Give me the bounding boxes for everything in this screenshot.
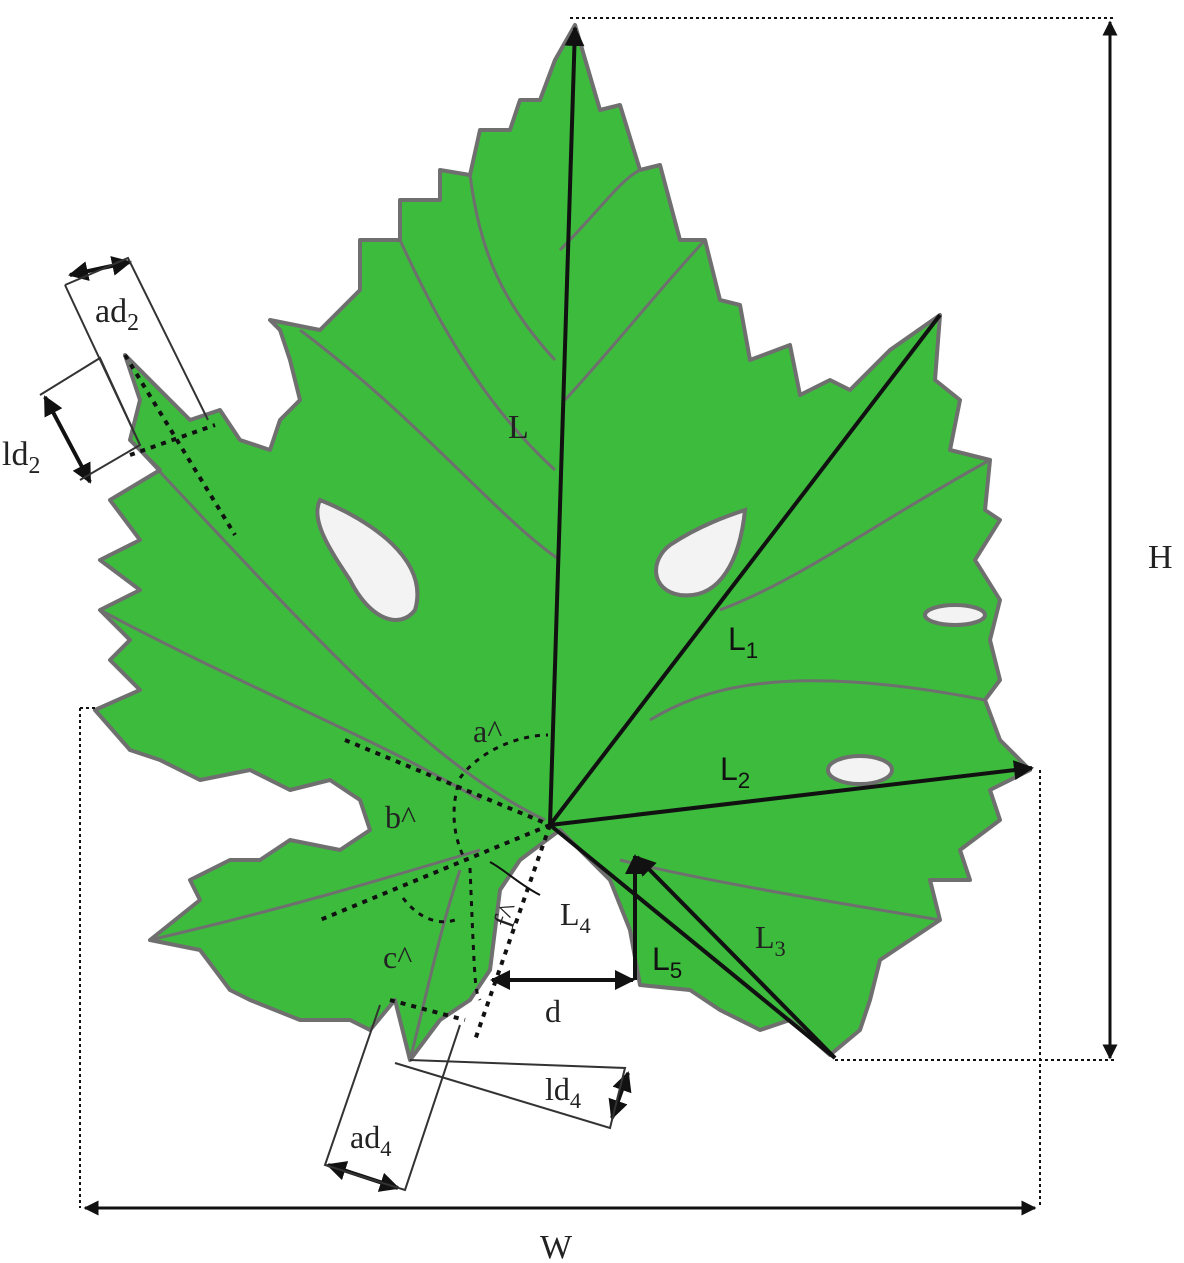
dotted-lines	[79, 17, 1115, 1208]
label-base: ld	[2, 436, 28, 473]
label-sub: 1	[746, 638, 758, 663]
label-base: ad	[95, 293, 127, 330]
label-sub: 2	[738, 768, 750, 793]
label-l: L	[508, 409, 529, 446]
label-base: ad	[350, 1119, 380, 1155]
label-sub: 4	[380, 1136, 391, 1161]
label-base: L	[720, 751, 738, 787]
label-l1: L1	[728, 621, 758, 663]
label-sub: 3	[775, 936, 786, 961]
label-l3: L3	[755, 919, 786, 961]
label-base: H	[1148, 539, 1173, 576]
label-ad2: ad2	[95, 293, 139, 336]
label-base: L	[755, 919, 775, 955]
veins	[99, 168, 991, 1061]
label-w: W	[540, 1229, 573, 1263]
leaf	[93, 23, 1032, 1062]
label-ld4: ld4	[545, 1071, 581, 1113]
label-sub: 5	[670, 958, 682, 983]
label-base: a^	[473, 713, 502, 749]
label-h: H	[1148, 539, 1173, 576]
label-base: L	[560, 896, 580, 932]
label-base: b^	[385, 799, 416, 835]
label-l2: L2	[720, 751, 750, 793]
label-base: L	[652, 941, 670, 977]
label-ad4: ad4	[350, 1119, 391, 1161]
label-l4: L4	[560, 896, 591, 938]
label-d: d	[545, 993, 561, 1029]
label-b: b^	[385, 799, 416, 835]
leaf-holes	[315, 497, 987, 786]
measure-lines	[43, 20, 1118, 1216]
label-base: d	[545, 993, 561, 1029]
label-l5: L5	[652, 941, 682, 983]
label-sub: 4	[570, 1088, 581, 1113]
label-c: c^	[383, 939, 412, 975]
label-base: W	[540, 1229, 573, 1263]
label-base: c^	[383, 939, 412, 975]
label-base: L	[728, 621, 746, 657]
label-a: a^	[473, 713, 502, 749]
label-base: L	[508, 409, 529, 446]
label-ld2: ld2	[2, 436, 40, 479]
label-sub: 2	[127, 310, 139, 336]
label-base: ld	[545, 1071, 570, 1107]
labels: ad2 ld2 L H L1 a^ L2 b^ f^ L4 L3 c^ L5 d…	[2, 293, 1173, 1263]
guide-boxes	[39, 256, 627, 1192]
angle-lines	[123, 353, 552, 1041]
label-sub: 4	[580, 913, 591, 938]
label-sub: 2	[28, 453, 40, 479]
